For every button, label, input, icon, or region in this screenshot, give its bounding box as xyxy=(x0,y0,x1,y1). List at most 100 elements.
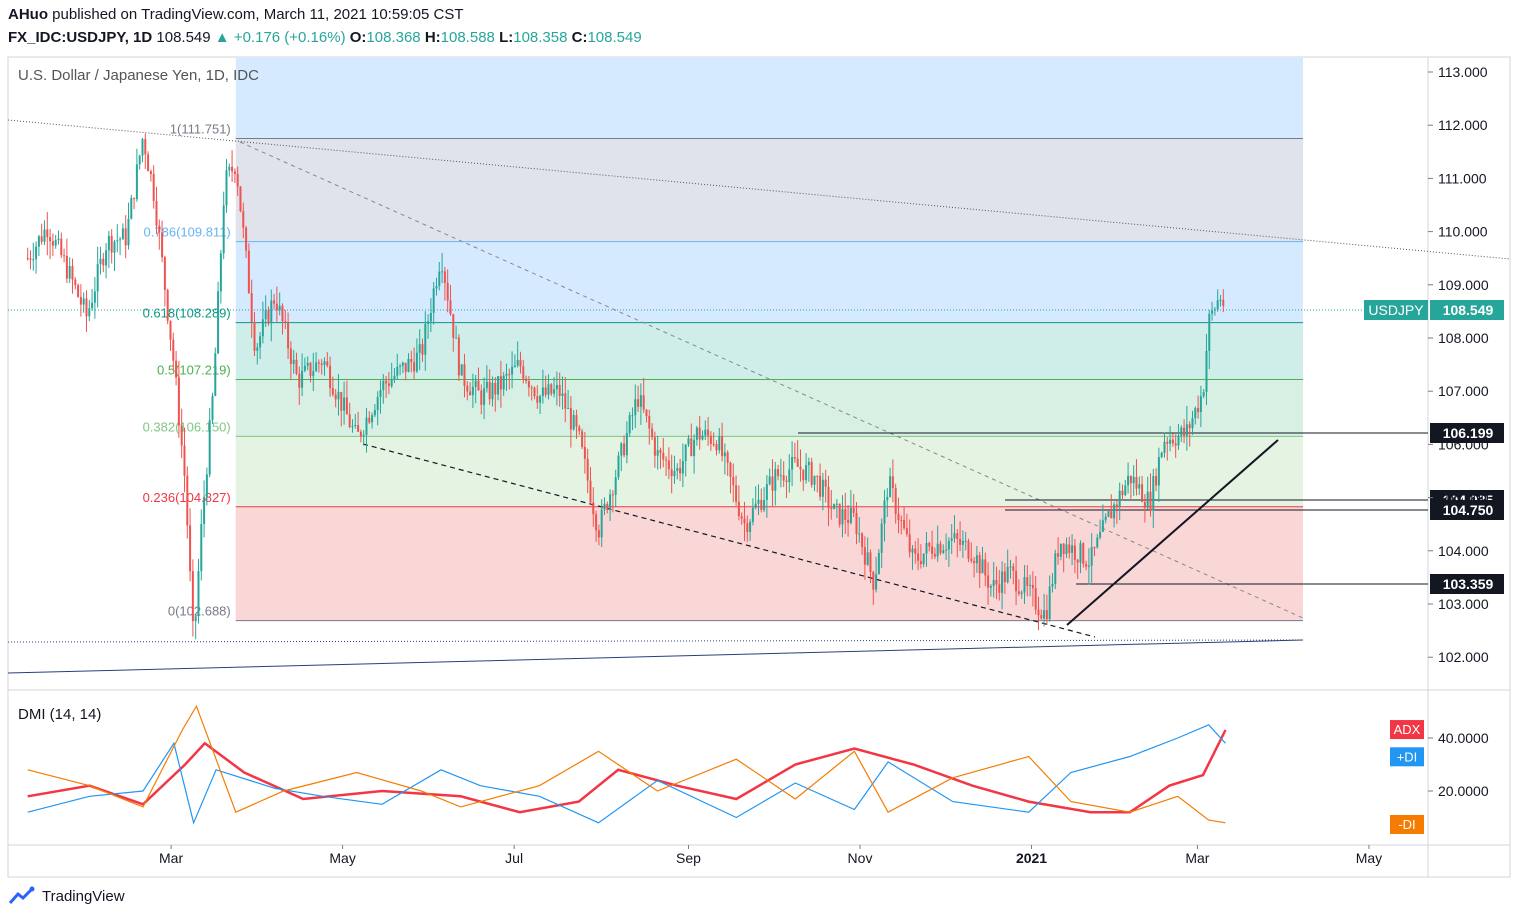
dmi-series-line xyxy=(27,729,1227,814)
candle-body xyxy=(228,166,231,171)
candle-body xyxy=(116,240,119,242)
candle-body xyxy=(278,305,281,311)
candle-body xyxy=(379,389,382,398)
candle-body xyxy=(793,457,796,459)
candle-body xyxy=(88,308,91,317)
candle-body xyxy=(1160,452,1163,458)
candle-body xyxy=(595,514,598,531)
candle-body xyxy=(863,547,866,565)
candle-body xyxy=(421,344,424,355)
candle-body xyxy=(827,486,830,508)
candle-body xyxy=(931,546,934,554)
candle-body xyxy=(754,503,757,508)
candle-body xyxy=(877,552,880,575)
candle-body xyxy=(376,397,379,411)
x-tick-label: 2021 xyxy=(1016,850,1047,866)
candle-body xyxy=(849,507,852,523)
candle-body xyxy=(348,414,351,428)
candle-body xyxy=(1163,441,1166,453)
candle-body xyxy=(29,258,32,260)
candle-body xyxy=(457,337,460,376)
candle-body xyxy=(681,461,684,474)
candle-body xyxy=(973,560,976,564)
candle-body xyxy=(205,474,208,497)
dmi-y-tick-label: 40.0000 xyxy=(1438,730,1489,746)
candle-body xyxy=(572,415,575,430)
candle-body xyxy=(54,240,57,246)
candle-body xyxy=(37,236,40,247)
candle-body xyxy=(625,433,628,456)
candle-body xyxy=(390,378,393,387)
candle-body xyxy=(1216,300,1219,310)
dmi-badge-label: +DI xyxy=(1397,749,1418,764)
candle-body xyxy=(995,580,998,585)
candle-body xyxy=(919,560,922,565)
candle-body xyxy=(1219,299,1222,301)
candle-body xyxy=(1194,408,1197,419)
candle-body xyxy=(158,225,161,233)
fib-zone-top xyxy=(235,57,1304,139)
candle-body xyxy=(942,550,945,553)
candle-body xyxy=(852,507,855,513)
candle-body xyxy=(1149,491,1152,511)
candle-body xyxy=(855,512,858,535)
footer-brand: TradingView xyxy=(8,886,125,906)
candle-body xyxy=(477,380,480,391)
candle-body xyxy=(144,139,147,155)
candle-body xyxy=(541,387,544,397)
candle-body xyxy=(984,559,987,576)
candle-body xyxy=(690,438,693,457)
candle-body xyxy=(63,255,66,257)
candle-body xyxy=(1202,392,1205,397)
candle-body xyxy=(592,502,595,515)
candle-body xyxy=(256,347,259,351)
candle-body xyxy=(415,352,418,372)
y-tick-label: 111.000 xyxy=(1438,170,1487,186)
candle-body xyxy=(981,559,984,574)
candle-body xyxy=(737,501,740,517)
candle-body xyxy=(1121,490,1124,496)
candle-body xyxy=(463,364,466,386)
channel-bottom-line xyxy=(362,443,1096,638)
candle-body xyxy=(306,362,309,366)
candle-body xyxy=(320,363,323,365)
candle-body xyxy=(1017,591,1020,594)
candle-body xyxy=(611,494,614,496)
candle-body xyxy=(1003,571,1006,583)
close-label: C: xyxy=(571,29,588,46)
candle-body xyxy=(645,409,648,417)
fib-zone xyxy=(235,379,1304,437)
candle-body xyxy=(659,450,662,453)
candle-body xyxy=(1141,484,1144,502)
open-label: O: xyxy=(349,29,367,46)
candle-body xyxy=(606,503,609,511)
candle-body xyxy=(443,271,446,283)
candle-body xyxy=(357,425,360,432)
candle-body xyxy=(427,321,430,325)
candle-body xyxy=(964,540,967,542)
candle-body xyxy=(275,303,278,311)
candle-body xyxy=(701,435,704,440)
candle-body xyxy=(760,499,763,510)
candle-body xyxy=(880,523,883,553)
candle-body xyxy=(564,393,567,409)
candle-body xyxy=(1124,485,1127,496)
candle-body xyxy=(1085,563,1088,567)
candle-body xyxy=(917,553,920,561)
candle-body xyxy=(197,571,200,617)
candle-body xyxy=(838,503,841,525)
candle-body xyxy=(1034,588,1037,610)
candle-body xyxy=(429,312,432,322)
y-tick-label: 102.000 xyxy=(1438,649,1489,665)
low-label: L: xyxy=(499,29,514,46)
candle-body xyxy=(567,408,570,410)
x-tick-label: May xyxy=(329,850,355,866)
candle-body xyxy=(359,431,362,437)
candle-body xyxy=(74,279,77,286)
price-label-box xyxy=(1430,423,1504,443)
candle-body xyxy=(1135,476,1138,489)
candle-body xyxy=(200,524,203,572)
candle-body xyxy=(110,235,113,253)
candle-body xyxy=(936,543,939,557)
